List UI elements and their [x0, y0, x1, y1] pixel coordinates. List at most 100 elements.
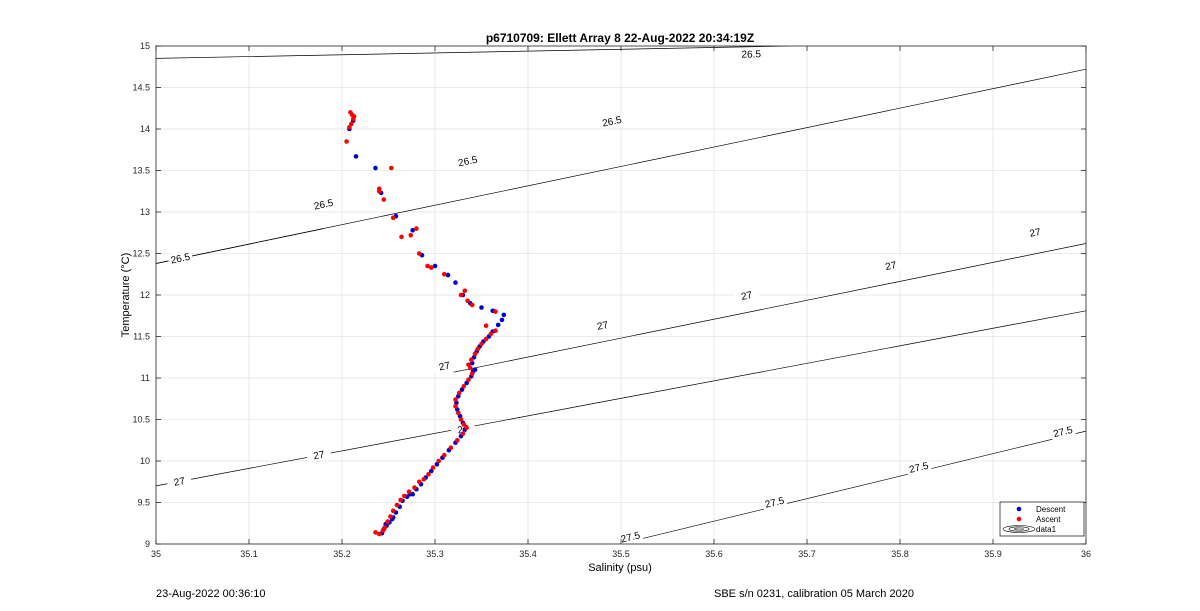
y-tick-label: 10	[140, 456, 150, 466]
legend-contour-icon	[1002, 525, 1036, 533]
svg-text:27.5: 27.5	[764, 495, 786, 510]
legend-box	[999, 501, 1085, 537]
ascent-point	[455, 438, 460, 443]
ascent-point	[414, 226, 419, 231]
ascent-point	[436, 458, 442, 464]
svg-text:27: 27	[1029, 227, 1043, 240]
ascent-point	[349, 121, 354, 127]
svg-text:26.5: 26.5	[170, 252, 192, 267]
contour-label: 26.5	[598, 112, 625, 130]
contour-label: 27.5	[905, 458, 932, 476]
svg-text:27: 27	[740, 290, 754, 303]
data-points	[344, 110, 507, 537]
ascent-point	[382, 525, 388, 530]
contour-label: 26.5	[167, 249, 194, 267]
ascent-point	[390, 508, 396, 514]
svg-text:26.5: 26.5	[601, 115, 623, 130]
svg-text:27.5: 27.5	[1052, 425, 1074, 440]
ascent-point	[429, 265, 434, 270]
ascent-point	[469, 302, 475, 308]
contour-line-27	[453, 243, 1086, 373]
legend-descent-label: Descent	[1036, 505, 1066, 514]
legend-data1-label: data1	[1036, 525, 1057, 534]
ascent-point	[469, 357, 474, 363]
x-tick-label: 35	[151, 549, 161, 559]
svg-text:27: 27	[884, 260, 898, 273]
legend-ascent-marker	[1016, 516, 1022, 522]
y-tick-label: 12	[140, 290, 150, 300]
ascent-point	[453, 403, 458, 409]
descent-point	[429, 468, 434, 474]
ascent-point	[351, 114, 357, 119]
x-tick-label: 35.5	[612, 549, 630, 559]
svg-text:26.5: 26.5	[313, 198, 335, 213]
ascent-point	[421, 477, 427, 482]
svg-text:27: 27	[596, 320, 610, 333]
ascent-point	[456, 410, 461, 416]
contour-label: 27	[166, 472, 193, 490]
svg-text:27: 27	[438, 360, 452, 373]
ascent-point	[442, 452, 447, 458]
y-tick-label: 14.5	[132, 83, 150, 93]
y-tick-label: 13.5	[132, 166, 150, 176]
ascent-point	[442, 272, 447, 277]
ascent-point	[389, 165, 394, 171]
x-tick-label: 36	[1081, 549, 1091, 559]
ascent-point	[460, 431, 466, 436]
ascent-point	[385, 519, 390, 524]
ascent-point	[348, 110, 353, 115]
y-axis-label: Temperature (°C)	[120, 253, 132, 337]
y-tick-label: 14	[140, 124, 150, 134]
ascent-point	[426, 472, 431, 477]
y-tick-label: 9.5	[137, 498, 150, 508]
descent-point	[479, 305, 484, 310]
ascent-point	[430, 465, 436, 470]
x-tick-label: 35.9	[984, 549, 1002, 559]
descent-point	[501, 312, 507, 318]
ascent-point	[479, 341, 484, 347]
ascent-point	[461, 422, 467, 427]
descent-point	[453, 280, 458, 285]
x-tick-label: 35.4	[519, 549, 537, 559]
contour-label: 26.5	[310, 195, 337, 213]
ascent-point	[373, 530, 378, 535]
svg-text:27.5: 27.5	[908, 461, 930, 476]
ascent-point	[416, 251, 422, 256]
ascent-point	[394, 502, 400, 508]
ascent-point	[390, 215, 396, 221]
legend: Descent Ascent data1	[999, 501, 1085, 537]
ascent-point	[469, 371, 475, 377]
svg-text:26.5: 26.5	[457, 155, 479, 170]
y-tick-label: 10.5	[132, 415, 150, 425]
contour-line-26-5	[156, 46, 789, 59]
footer-calibration: SBE s/n 0231, calibration 05 March 2020	[714, 588, 914, 600]
ascent-point	[483, 323, 489, 329]
ascent-point	[466, 377, 471, 383]
contour-line-27-5	[618, 430, 1086, 544]
x-axis-label: Salinity (psu)	[588, 562, 652, 574]
descent-point	[353, 154, 359, 159]
contour-label: 27	[589, 316, 616, 334]
ascent-point	[458, 292, 464, 298]
ascent-point	[466, 362, 471, 368]
x-tick-label: 35.2	[333, 549, 351, 559]
x-tick-label: 35.6	[705, 549, 723, 559]
y-tick-label: 12.5	[132, 249, 150, 259]
ascent-point	[408, 232, 414, 238]
ascent-point	[448, 445, 454, 451]
ascent-point	[461, 384, 467, 389]
footer-timestamp: 23-Aug-2022 00:36:10	[156, 588, 266, 600]
ascent-point	[475, 346, 481, 352]
descent-point	[472, 367, 478, 373]
y-tick-label: 13	[140, 207, 150, 217]
svg-text:27: 27	[312, 449, 325, 462]
ascent-point	[483, 336, 489, 342]
ascent-point	[464, 425, 469, 431]
ascent-point	[344, 139, 349, 144]
descent-point	[495, 322, 501, 328]
x-tick-label: 35.7	[798, 549, 816, 559]
ascent-point	[462, 288, 468, 294]
ascent-point	[412, 485, 417, 490]
contour-label: 27.5	[1049, 422, 1076, 440]
